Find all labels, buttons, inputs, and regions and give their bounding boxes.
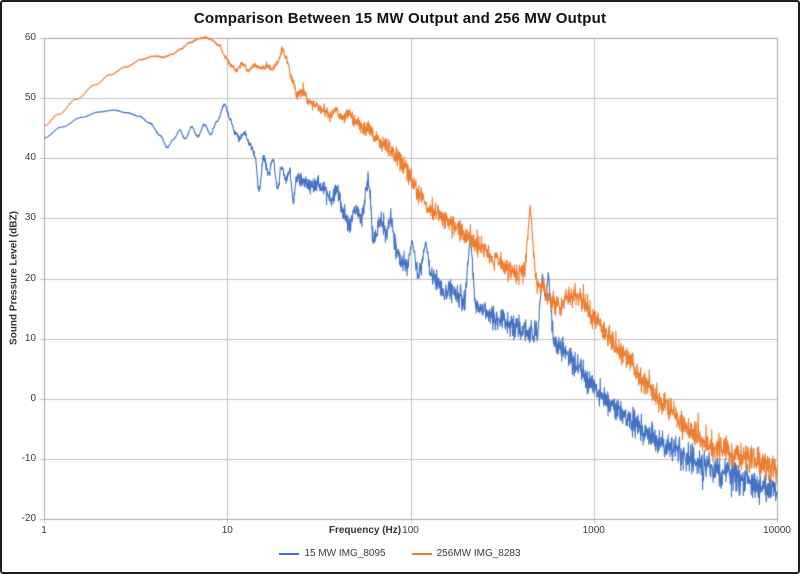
x-tick-label: 1 [41, 525, 47, 536]
legend-label-15mw: 15 MW IMG_8095 [304, 548, 386, 559]
x-axis-title: Frequency (Hz) [328, 525, 402, 536]
legend-item-15mw: 15 MW IMG_8095 [279, 548, 386, 559]
x-tick-label: 1000 [582, 525, 605, 536]
x-tick-label: 100 [402, 525, 419, 536]
legend-swatch-blue-line [279, 552, 300, 555]
y-axis-title: Sound Pressure Level (dBZ) [8, 211, 20, 345]
y-tick-label: -10 [21, 452, 36, 464]
x-tick-label: 10 [221, 525, 233, 536]
y-tick-label: 60 [24, 32, 36, 43]
legend-label-256mw: 256MW IMG_8283 [436, 548, 521, 559]
y-tick-label: 0 [30, 392, 36, 404]
y-tick-label: -20 [21, 513, 36, 524]
legend-item-256mw: 256MW IMG_8283 [411, 548, 521, 559]
x-tick-label: 10000 [763, 525, 791, 536]
y-tick-label: 10 [24, 332, 36, 344]
legend-swatch-orange-line [411, 552, 432, 555]
y-tick-label: 20 [24, 272, 36, 284]
chart-title: Comparison Between 15 MW Output and 256 … [193, 10, 607, 27]
legend: 15 MW IMG_8095 256MW IMG_8283 [2, 548, 798, 559]
y-tick-label: 50 [24, 92, 36, 104]
y-tick-label: 30 [24, 212, 36, 224]
y-tick-label: 40 [24, 152, 36, 164]
